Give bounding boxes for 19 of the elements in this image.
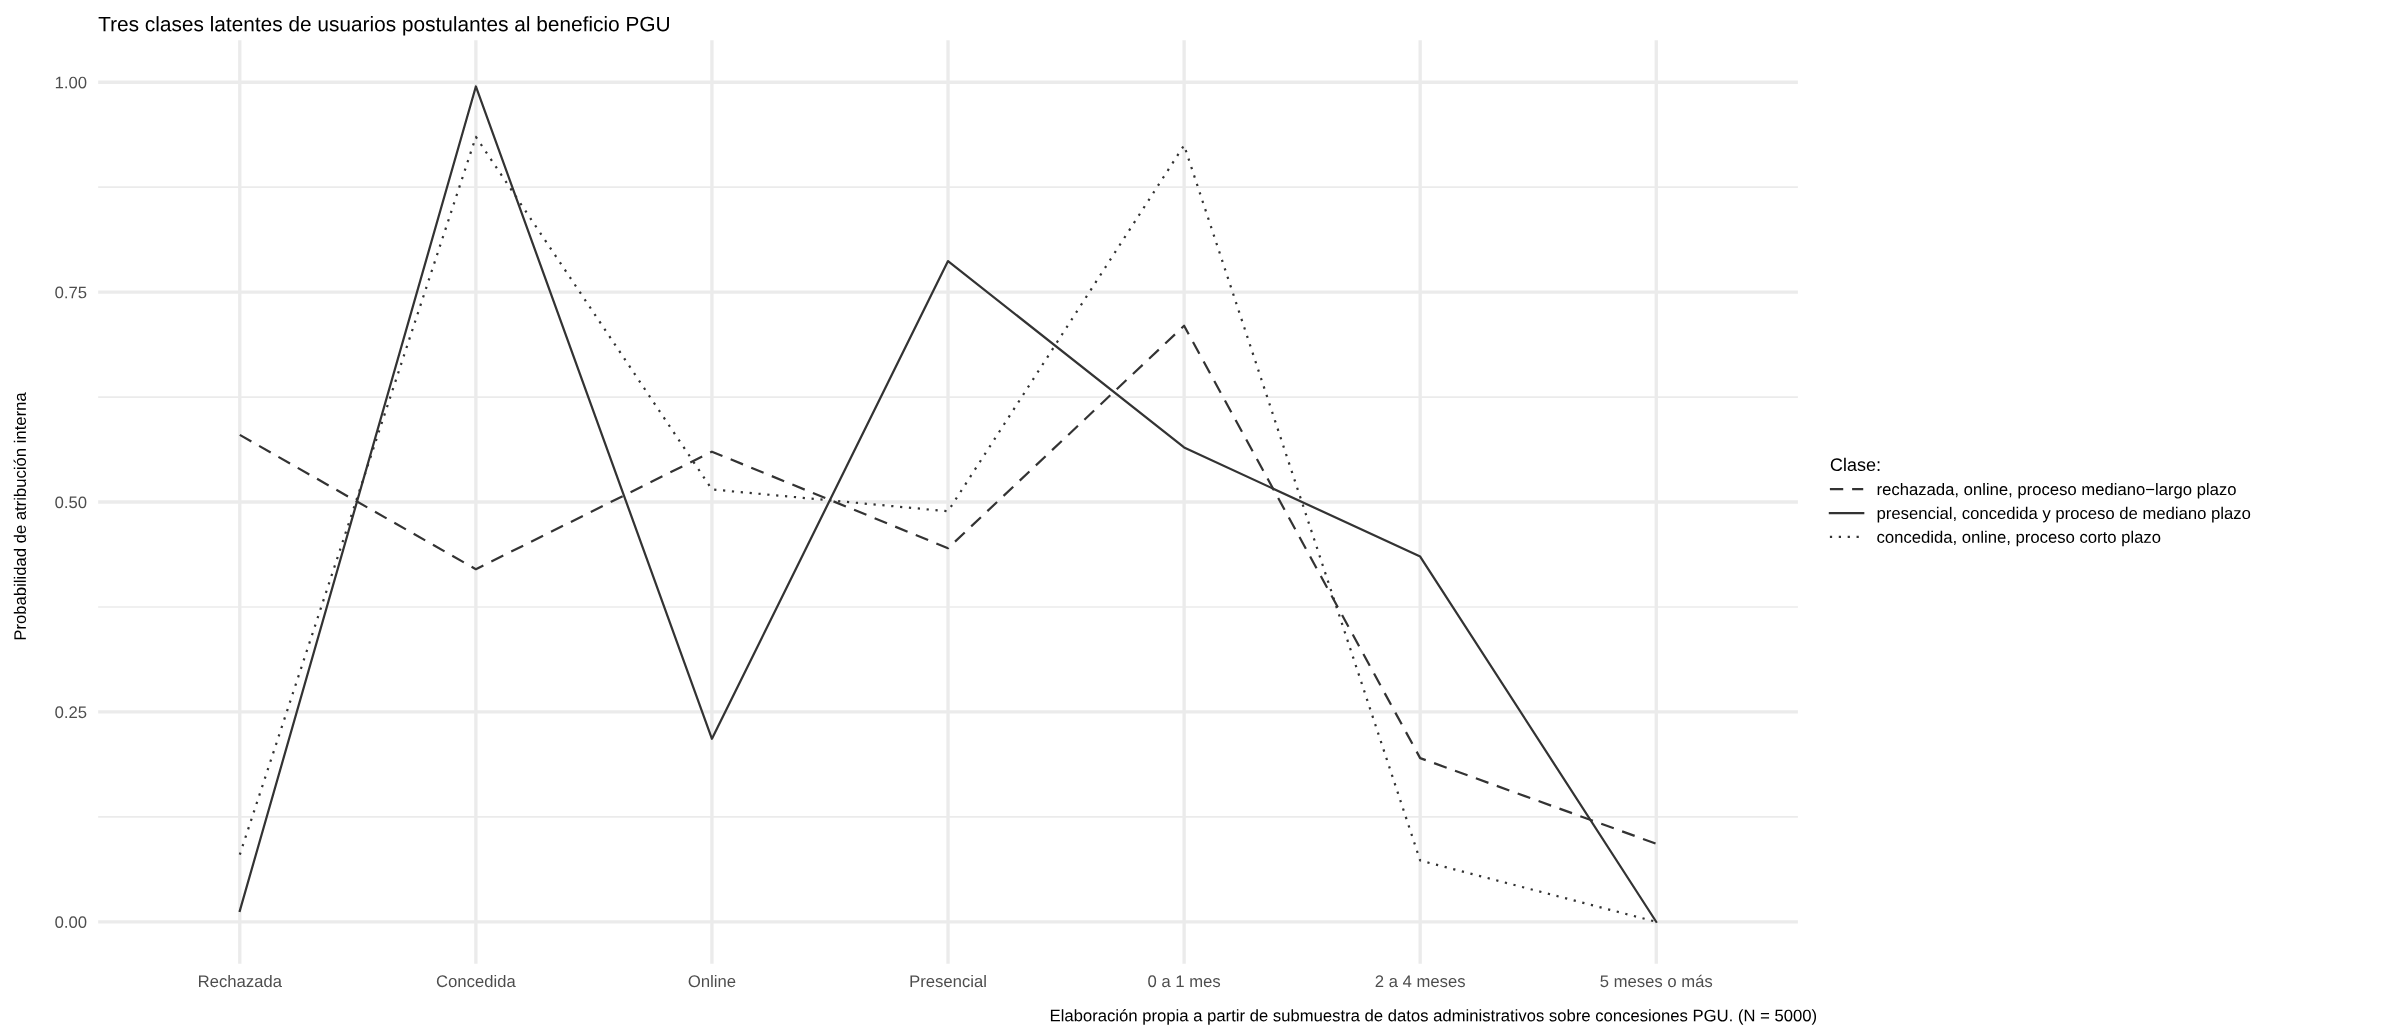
text: Elaboración propia a partir de submuestra de datos administrativos sobre concesiones PGU. (N = 5000) — [1050, 1009, 1817, 1025]
y-tick-label: 0.00 — [55, 916, 87, 929]
y-tick-label: 1.00 — [55, 76, 87, 89]
x-tick-label: Online — [688, 974, 736, 988]
x-tick-label: Concedida — [436, 974, 516, 988]
y-tick-label: 0.25 — [55, 706, 87, 719]
x-tick-label: Presencial — [910, 974, 986, 988]
legend-label: rechazada, online, proceso mediano−largo plazo — [1877, 482, 2236, 499]
chart-title: Tres clases latentes de usuarios postulantes al beneficio PGU — [98, 16, 669, 36]
x-tick-label: Rechazada — [199, 974, 282, 988]
y-tick-label: 0.50 — [55, 496, 87, 509]
y-tick-label: 0.75 — [55, 286, 87, 299]
y-axis-title: Probabilidad de atribución interna — [13, 392, 27, 640]
legend-label: presencial, concedida y proceso de mediano plazo — [1877, 506, 2251, 523]
legend-label: concedida, online, proceso corto plazo — [1877, 530, 2161, 547]
x-tick-label: 5 meses o más — [1600, 974, 1713, 988]
legend-title: Clase: — [1830, 457, 1880, 472]
x-tick-label: 2 a 4 meses — [1375, 975, 1465, 988]
x-tick-label: 0 a 1 mes — [1148, 975, 1221, 988]
